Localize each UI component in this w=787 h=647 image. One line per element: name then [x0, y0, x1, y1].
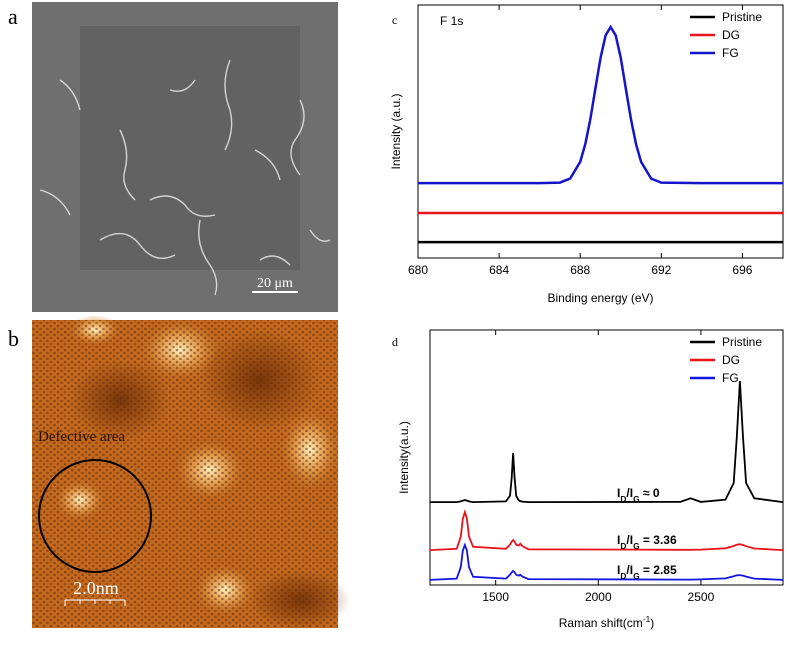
annotation-part: I	[617, 486, 620, 500]
annotation-part: /I	[626, 486, 633, 500]
x-axis-label: Raman shift(cm-1)	[559, 614, 654, 630]
legend-label: FG	[722, 371, 739, 385]
y-axis-label: Intensity (a.u.)	[389, 93, 403, 169]
panel-label: c	[392, 13, 397, 27]
sem-image	[32, 2, 338, 312]
x-tick-label: 692	[651, 263, 671, 277]
annotation-part: G	[633, 541, 640, 551]
stm-image	[32, 315, 350, 630]
annotation: ID/IG ≈ 0	[617, 486, 660, 504]
annotation-part: ≈ 0	[640, 486, 660, 500]
annotation-part: D	[620, 494, 626, 504]
annotation: ID/IG = 2.85	[617, 563, 677, 581]
annotation-part: = 2.85	[640, 563, 677, 577]
x-tick-label: 2000	[585, 590, 612, 604]
scale-bar-label: 2.0nm	[73, 578, 119, 598]
legend-label: DG	[722, 28, 740, 42]
x-tick-label: 680	[408, 263, 428, 277]
panel-label: a	[8, 4, 18, 29]
annotation-part: D	[620, 541, 626, 551]
annotation-part: = 3.36	[640, 533, 677, 547]
y-axis-label: Intensity(a.u.)	[397, 421, 411, 494]
panel-label: d	[392, 335, 398, 349]
x-axis-label-part: )	[650, 616, 654, 630]
annotation-part: I	[617, 563, 620, 577]
annotation: ID/IG = 3.36	[617, 533, 677, 551]
plot-frame	[429, 329, 784, 586]
series-line	[430, 380, 784, 504]
legend-label: Pristine	[722, 335, 762, 349]
annotation-part: /I	[626, 533, 633, 547]
x-tick-label: 684	[489, 263, 509, 277]
annotation-part: G	[633, 571, 640, 581]
x-axis-label-part: -1	[643, 614, 651, 624]
series-line	[429, 542, 784, 581]
panel-label: b	[8, 326, 19, 351]
annotation-part: I	[617, 533, 620, 547]
annotation: Defective area	[38, 429, 125, 445]
annotation-part: G	[633, 494, 640, 504]
plot-frame	[417, 4, 784, 259]
legend-label: FG	[722, 46, 739, 60]
annotation-part: D	[620, 571, 626, 581]
x-axis-label: Binding energy (eV)	[547, 291, 653, 305]
x-tick-label: 688	[570, 263, 590, 277]
legend-label: DG	[722, 353, 740, 367]
chart-title: F 1s	[440, 14, 463, 28]
x-axis-label-part: Raman shift(cm	[559, 616, 643, 630]
series-line	[418, 24, 783, 185]
x-tick-label: 1500	[482, 590, 509, 604]
series-line	[429, 509, 784, 551]
legend-label: Pristine	[722, 10, 762, 24]
x-tick-label: 2500	[688, 590, 715, 604]
annotation-part: /I	[626, 563, 633, 577]
scale-bar-label: 20 μm	[257, 276, 293, 291]
x-tick-label: 696	[732, 263, 752, 277]
